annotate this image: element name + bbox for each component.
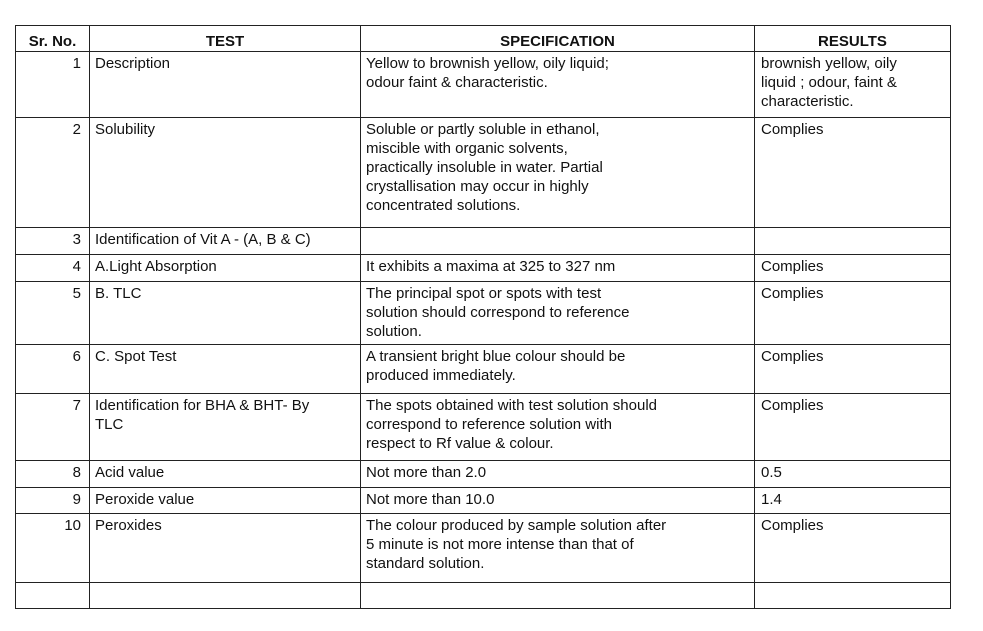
header-sr-no: Sr. No.: [15, 25, 90, 52]
test-cell: Description: [89, 51, 361, 118]
test-cell: Solubility: [89, 117, 361, 228]
specification-cell: Yellow to brownish yellow, oily liquid; …: [360, 51, 755, 118]
test-cell: Peroxide value: [89, 487, 361, 514]
result-cell: Complies: [754, 393, 951, 461]
test-cell: [89, 582, 361, 609]
sr-no-cell: 8: [15, 460, 90, 488]
sr-no-cell: 4: [15, 254, 90, 282]
sr-no-cell: 5: [15, 281, 90, 345]
result-cell: [754, 227, 951, 255]
table-row: 10 Peroxides The colour produced by sample…: [15, 513, 951, 583]
sr-no-cell: 1: [15, 51, 90, 118]
header-results: RESULTS: [754, 25, 951, 52]
specification-cell: Soluble or partly soluble in ethanol, mi…: [360, 117, 755, 228]
table-row: 1 Description Yellow to brownish yellow, o…: [15, 51, 951, 118]
result-cell: Complies: [754, 513, 951, 583]
test-cell: B. TLC: [89, 281, 361, 345]
specification-cell: It exhibits a maxima at 325 to 327 nm: [360, 254, 755, 282]
sr-no-cell: 6: [15, 344, 90, 394]
result-cell: [754, 582, 951, 609]
test-cell: A.Light Absorption: [89, 254, 361, 282]
result-cell: Complies: [754, 344, 951, 394]
table-row: 9 Peroxide value Not more than 10.0 1.4: [15, 487, 951, 514]
table-row: 3 Identification of Vit A - (A, B & C): [15, 227, 951, 255]
result-cell: Complies: [754, 117, 951, 228]
sr-no-cell: [15, 582, 90, 609]
table-row: 5 B. TLC The principal spot or spots with …: [15, 281, 951, 345]
specification-cell: Not more than 10.0: [360, 487, 755, 514]
result-cell: 1.4: [754, 487, 951, 514]
sr-no-cell: 2: [15, 117, 90, 228]
specification-cell: [360, 227, 755, 255]
table-row: 6 C. Spot Test A transient bright blue col…: [15, 344, 951, 394]
header-specification: SPECIFICATION: [360, 25, 755, 52]
header-row: Sr. No. TEST SPECIFICATION RESULTS: [15, 25, 951, 52]
test-cell: Identification of Vit A - (A, B & C): [89, 227, 361, 255]
specification-cell: The principal spot or spots with test so…: [360, 281, 755, 345]
specification-cell: The spots obtained with test solution sh…: [360, 393, 755, 461]
sr-no-cell: 9: [15, 487, 90, 514]
test-cell: Peroxides: [89, 513, 361, 583]
table-row: 2 Solubility Soluble or partly soluble in …: [15, 117, 951, 228]
sr-no-cell: 10: [15, 513, 90, 583]
test-cell: Identification for BHA & BHT- By TLC: [89, 393, 361, 461]
test-cell: C. Spot Test: [89, 344, 361, 394]
result-cell: Complies: [754, 281, 951, 345]
result-cell: brownish yellow, oily liquid ; odour, fa…: [754, 51, 951, 118]
specification-cell: The colour produced by sample solution a…: [360, 513, 755, 583]
sr-no-cell: 7: [15, 393, 90, 461]
sr-no-cell: 3: [15, 227, 90, 255]
header-test: TEST: [89, 25, 361, 52]
specification-cell: [360, 582, 755, 609]
test-cell: Acid value: [89, 460, 361, 488]
specification-cell: A transient bright blue colour should be…: [360, 344, 755, 394]
table-row: 7 Identification for BHA & BHT- By TLC The…: [15, 393, 951, 461]
result-cell: Complies: [754, 254, 951, 282]
table-row: 4 A.Light Absorption It exhibits a maxima …: [15, 254, 951, 282]
result-cell: 0.5: [754, 460, 951, 488]
table-row: [15, 582, 951, 609]
table-row: 8 Acid value Not more than 2.0 0.5: [15, 460, 951, 488]
specification-cell: Not more than 2.0: [360, 460, 755, 488]
specification-table: Sr. No. TEST SPECIFICATION RESULTS 1 Desc…: [15, 25, 951, 609]
